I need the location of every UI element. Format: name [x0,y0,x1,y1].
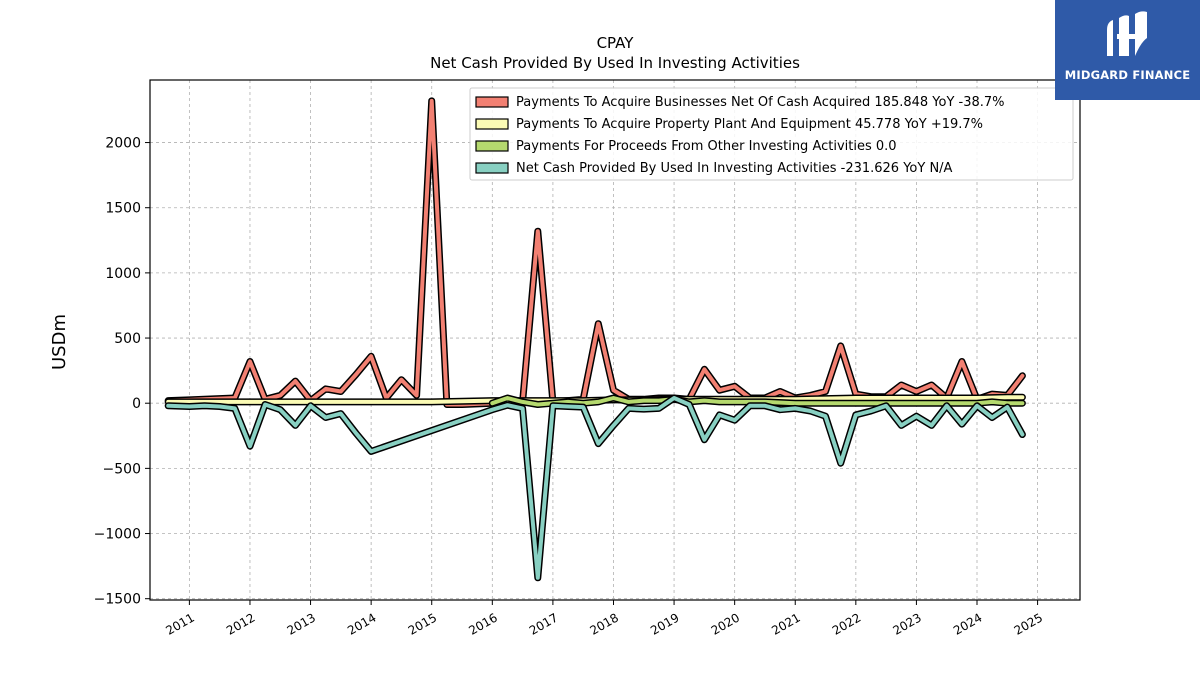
x-tick-label: 2012 [224,610,257,637]
legend-swatch [475,96,509,108]
legend-entry: Payments To Acquire Property Plant And E… [516,117,983,132]
plot-frame [149,79,1081,601]
x-tick-label: 2016 [466,610,499,637]
chart-subtitle: Net Cash Provided By Used In Investing A… [430,54,800,72]
x-tick-label: 2024 [951,610,984,637]
x-tick-label: 2014 [345,610,378,637]
legend-swatch [475,118,509,130]
x-tick-label: 2015 [406,610,439,637]
x-tick-label: 2018 [588,610,621,637]
x-tick-label: 2021 [769,610,802,637]
legend-swatch [475,162,509,174]
midgard-finance-logo: MIDGARD FINANCE [1055,0,1200,100]
x-tick-label: 2023 [890,610,923,637]
series-2-line [490,396,1025,407]
x-tick-label: 2011 [163,610,196,637]
x-tick-label: 2013 [285,610,318,637]
y-tick-label: −1000 [94,527,141,543]
series-lines [164,97,1026,582]
y-tick-label: −500 [103,461,141,477]
x-axis-ticks: 2011 2012 2013 2014 2015 2016 2017 2018 2019 2020… [163,600,1045,638]
legend: Payments To Acquire Businesses Net Of Ca… [469,87,1074,181]
y-tick-label: 1000 [105,266,141,282]
y-axis-label: USDm [49,314,70,370]
y-tick-label: 2000 [105,136,141,152]
midgard-logo-icon [1107,11,1147,57]
legend-entry: Payments To Acquire Businesses Net Of Ca… [516,95,1005,110]
legend-swatch [475,140,509,152]
y-tick-label: 0 [132,396,141,412]
y-axis-ticks: −1500 −1000 −500 0 500 1000 1500 2000 [94,136,150,608]
y-tick-label: 500 [114,331,141,347]
x-tick-label: 2019 [648,610,681,637]
logo-text: MIDGARD FINANCE [1064,68,1191,82]
x-tick-label: 2017 [527,610,560,637]
chart-title: CPAY [597,34,635,52]
legend-box [469,87,1074,181]
x-tick-label: 2022 [830,610,863,637]
legend-entry: Net Cash Provided By Used In Investing A… [516,161,953,176]
y-tick-label: 1500 [105,201,141,217]
legend-entry: Payments For Proceeds From Other Investi… [516,139,897,154]
x-tick-label: 2025 [1012,610,1045,637]
series-3-line [166,396,1025,580]
x-tick-label: 2020 [709,610,742,637]
y-tick-label: −1500 [94,592,141,608]
